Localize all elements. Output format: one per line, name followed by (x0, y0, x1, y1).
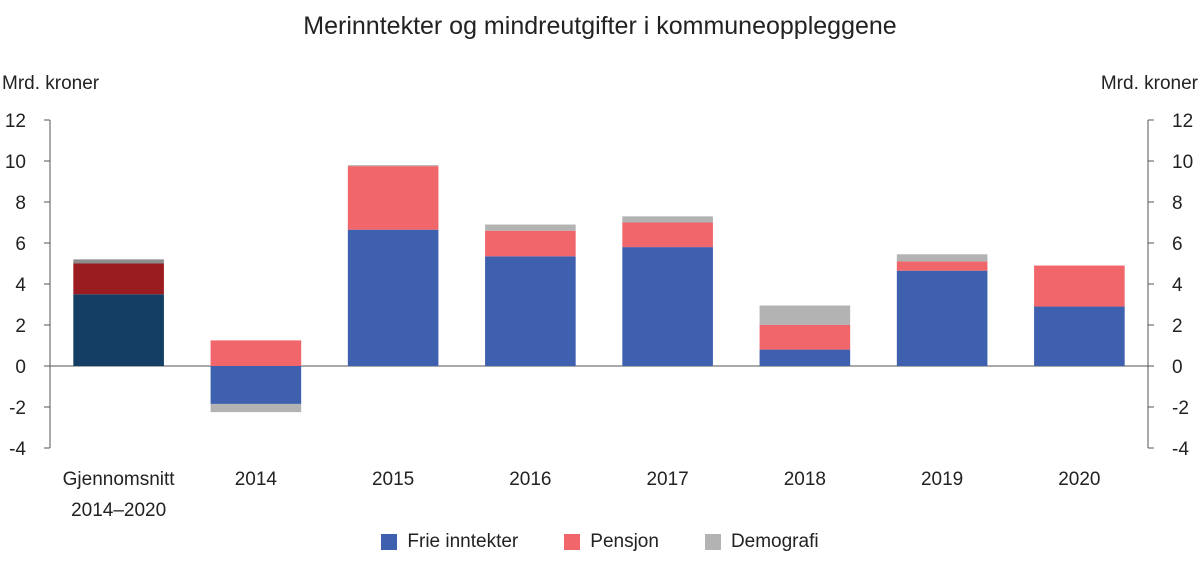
category-label: 2020 (1058, 469, 1100, 490)
legend-item: Pensjon (564, 531, 659, 553)
bar-segment (73, 294, 164, 366)
bar-segment (1034, 265, 1125, 307)
bar-segment (210, 366, 302, 404)
right-tick-label: 10 (1172, 152, 1193, 173)
right-tick-label: 2 (1172, 316, 1183, 337)
bar-segment (210, 403, 302, 413)
left-axis-unit: Mrd. kroner (2, 73, 100, 94)
bar-segment (347, 229, 439, 366)
bar-segment (1034, 306, 1125, 366)
legend-swatch (564, 534, 581, 550)
bar-segment (759, 349, 851, 366)
bar-segment (896, 254, 988, 262)
bar-segment (759, 305, 851, 325)
legend: Frie inntekter Pensjon Demografi (0, 531, 1200, 553)
legend-item: Frie inntekter (381, 531, 518, 553)
bar-segment (622, 247, 713, 366)
bar-segment (210, 340, 302, 366)
bar-segment (759, 325, 851, 350)
bar-segment (485, 224, 576, 231)
category-label: Gjennomsnitt (63, 469, 176, 490)
right-tick-label: -4 (1172, 439, 1189, 460)
left-tick-label: 6 (15, 234, 26, 255)
category-label: 2019 (921, 469, 963, 490)
axes: 12 12 10 10 8 8 6 6 4 4 2 2 0 0 -2 -2 -4 -4 (5, 111, 1193, 460)
left-tick-label: 2 (15, 316, 26, 337)
category-label: 2018 (784, 469, 826, 490)
legend-swatch (381, 534, 398, 550)
bar-segment (73, 259, 164, 264)
left-tick-label: -2 (9, 398, 26, 419)
left-tick-label: 8 (15, 193, 26, 214)
left-tick-label: 4 (15, 275, 26, 296)
category-label: 2014 (235, 469, 278, 490)
category-label: 2016 (509, 469, 551, 490)
bar-segment (485, 230, 576, 257)
left-tick-label: 10 (5, 152, 26, 173)
right-tick-label: 12 (1172, 111, 1193, 132)
bar-segment (485, 256, 576, 366)
legend-label: Pensjon (590, 531, 659, 552)
legend-label: Demografi (730, 531, 819, 552)
category-label: 2014–2020 (71, 500, 166, 521)
bar-segment (622, 216, 713, 223)
legend-item: Demografi (704, 531, 819, 553)
left-tick-label: -4 (9, 439, 26, 460)
bar-segment (347, 166, 439, 230)
legend-label: Frie inntekter (407, 531, 519, 552)
right-tick-label: 4 (1172, 275, 1183, 296)
bar-segment (622, 222, 713, 248)
bars (73, 165, 1125, 413)
bar-segment (347, 165, 439, 167)
chart-title: Merinntekter og mindreutgifter i kommune… (303, 12, 897, 40)
bar-segment (73, 263, 164, 295)
right-tick-label: 6 (1172, 234, 1183, 255)
bar-segment (896, 261, 988, 271)
legend-swatch (704, 534, 721, 550)
x-axis-labels: Gjennomsnitt 2014–2020 2014 2015 2016 2017 201… (63, 469, 1101, 521)
category-label: 2017 (646, 469, 688, 490)
left-tick-label: 12 (5, 111, 26, 132)
stacked-bar-chart: Mrd. kroner Mrd. kroner 12 12 10 10 8 8 6 6 4 4 2 2… (2, 73, 1199, 521)
right-axis-unit: Mrd. kroner (1101, 73, 1199, 94)
right-tick-label: -2 (1172, 398, 1189, 419)
category-label: 2015 (372, 469, 414, 490)
bar-segment (896, 270, 988, 366)
right-tick-label: 0 (1172, 357, 1183, 378)
left-tick-label: 0 (15, 357, 26, 378)
right-tick-label: 8 (1172, 193, 1183, 214)
